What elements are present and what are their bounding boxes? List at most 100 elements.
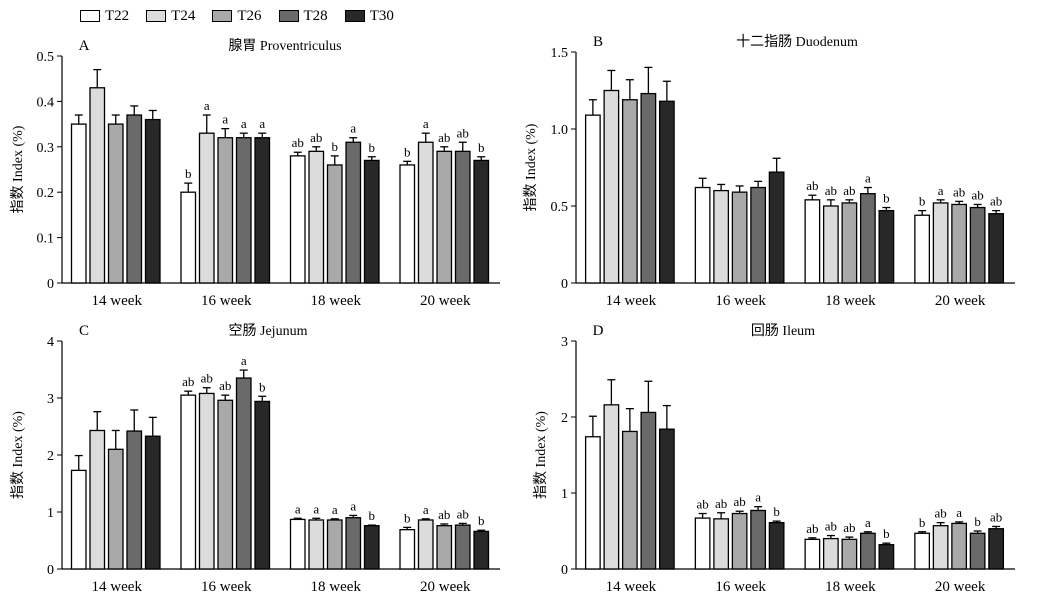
significance-label-c: ab xyxy=(219,378,231,393)
bar-a-t28 xyxy=(345,141,362,284)
y-tick-label-d: 3 xyxy=(561,335,568,350)
panel-letter-c: C xyxy=(79,323,89,339)
bar-c-t30 xyxy=(254,400,271,570)
significance-label-b: ab xyxy=(825,183,837,198)
significance-label-b: a xyxy=(865,171,871,186)
y-tick-label-b: 1.0 xyxy=(551,123,569,138)
x-tick-label-c: 14 week xyxy=(92,579,143,595)
y-axis-label-a: 指数 Index (%) xyxy=(10,125,26,213)
panel-title-b: 十二指肠 Duodenum xyxy=(736,34,858,50)
bar-c-t26 xyxy=(107,448,124,570)
bar-b-t24 xyxy=(932,202,949,284)
bar-c-t28 xyxy=(126,430,143,570)
significance-label-b: ab xyxy=(953,184,965,199)
y-tick-label-a: 0.1 xyxy=(37,232,55,247)
significance-label-a: ab xyxy=(457,125,469,140)
x-tick-label-b: 14 week xyxy=(606,293,657,309)
significance-label-b: ab xyxy=(971,187,983,202)
y-tick-label-a: 0.5 xyxy=(37,50,55,65)
y-tick-label-a: 0.2 xyxy=(37,186,55,201)
significance-label-c: ab xyxy=(438,507,450,522)
bar-d-t26 xyxy=(731,512,748,570)
significance-label-a: b xyxy=(185,166,192,181)
legend-label-t22: T22 xyxy=(105,7,130,24)
significance-label-c: ab xyxy=(201,371,213,386)
significance-label-c: ab xyxy=(182,374,194,389)
bar-c-t28 xyxy=(235,377,252,570)
legend-label-t28: T28 xyxy=(303,7,328,24)
significance-label-d: ab xyxy=(696,497,708,512)
y-tick-label-a: 0.3 xyxy=(37,141,55,156)
significance-label-b: ab xyxy=(806,178,818,193)
y-tick-label-c: 3 xyxy=(47,392,54,407)
bar-a-t30 xyxy=(254,137,271,284)
bar-d-t26 xyxy=(621,430,638,570)
significance-label-c: b xyxy=(259,379,266,394)
bar-a-t24 xyxy=(308,150,325,284)
bar-b-t26 xyxy=(841,202,858,284)
bar-b-t30 xyxy=(878,209,895,284)
y-tick-label-b: 0.5 xyxy=(551,200,569,215)
legend-swatch-t30 xyxy=(344,10,365,22)
y-tick-label-d: 0 xyxy=(561,563,568,578)
panel-title-a: 腺胃 Proventriculus xyxy=(228,38,341,54)
y-tick-label-c: 4 xyxy=(47,335,54,350)
significance-label-d: ab xyxy=(825,519,837,534)
bar-a-t22 xyxy=(180,191,197,284)
bar-a-t26 xyxy=(326,164,343,284)
bar-b-t22 xyxy=(694,186,711,284)
legend-swatch-t24 xyxy=(146,10,167,22)
bar-a-t30 xyxy=(363,159,380,284)
legend-swatch-t26 xyxy=(212,10,233,22)
bar-d-t22 xyxy=(914,532,931,570)
y-tick-label-d: 1 xyxy=(561,487,568,502)
x-tick-label-b: 20 week xyxy=(935,293,986,309)
y-tick-label-b: 1.5 xyxy=(551,46,569,61)
bar-a-t26 xyxy=(107,123,124,284)
x-tick-label-d: 18 week xyxy=(825,579,876,595)
bar-a-t30 xyxy=(144,118,161,284)
bar-c-t26 xyxy=(217,399,234,570)
significance-label-c: a xyxy=(423,502,429,517)
bar-a-t24 xyxy=(89,87,106,284)
bar-b-t22 xyxy=(584,114,601,284)
bar-a-t22 xyxy=(289,155,306,284)
bar-c-t22 xyxy=(70,469,87,570)
legend-swatch-t22 xyxy=(80,10,100,22)
x-tick-label-a: 16 week xyxy=(201,293,252,309)
legend-item-t24: T24 xyxy=(146,8,195,25)
legend-item-t26: T26 xyxy=(212,7,262,25)
significance-label-d: a xyxy=(865,515,871,530)
significance-label-d: ab xyxy=(715,496,727,511)
bar-d-t28 xyxy=(750,509,767,570)
bar-b-t24 xyxy=(713,189,730,284)
bar-d-t24 xyxy=(822,537,839,570)
bar-d-t22 xyxy=(694,517,711,570)
x-tick-label-a: 20 week xyxy=(420,293,471,309)
bar-c-t30 xyxy=(144,435,161,570)
legend-swatch-t28 xyxy=(278,10,299,22)
legend-item-t30: T30 xyxy=(344,8,394,25)
panel-title-d: 回肠 Ileum xyxy=(751,323,815,339)
x-tick-label-a: 14 week xyxy=(92,293,143,309)
y-tick-label-b: 0 xyxy=(561,277,568,292)
y-axis-label-c: 指数 Index (%) xyxy=(10,411,26,499)
legend-label-t26: T26 xyxy=(237,7,262,24)
significance-label-d: ab xyxy=(806,521,818,536)
bar-d-t28 xyxy=(859,532,876,570)
y-axis-label-b: 指数 Index (%) xyxy=(523,123,539,211)
bar-b-t22 xyxy=(914,214,931,284)
significance-label-d: ab xyxy=(990,509,1002,524)
bar-c-t24 xyxy=(198,392,215,570)
bar-b-t26 xyxy=(951,203,968,284)
significance-label-a: a xyxy=(423,116,429,131)
x-tick-label-d: 14 week xyxy=(606,579,657,595)
bar-c-t26 xyxy=(326,519,343,570)
bar-d-t28 xyxy=(969,532,986,570)
bar-a-t24 xyxy=(417,141,434,284)
bar-c-t24 xyxy=(308,519,325,570)
bar-c-t24 xyxy=(417,519,434,570)
significance-label-b: ab xyxy=(843,183,855,198)
